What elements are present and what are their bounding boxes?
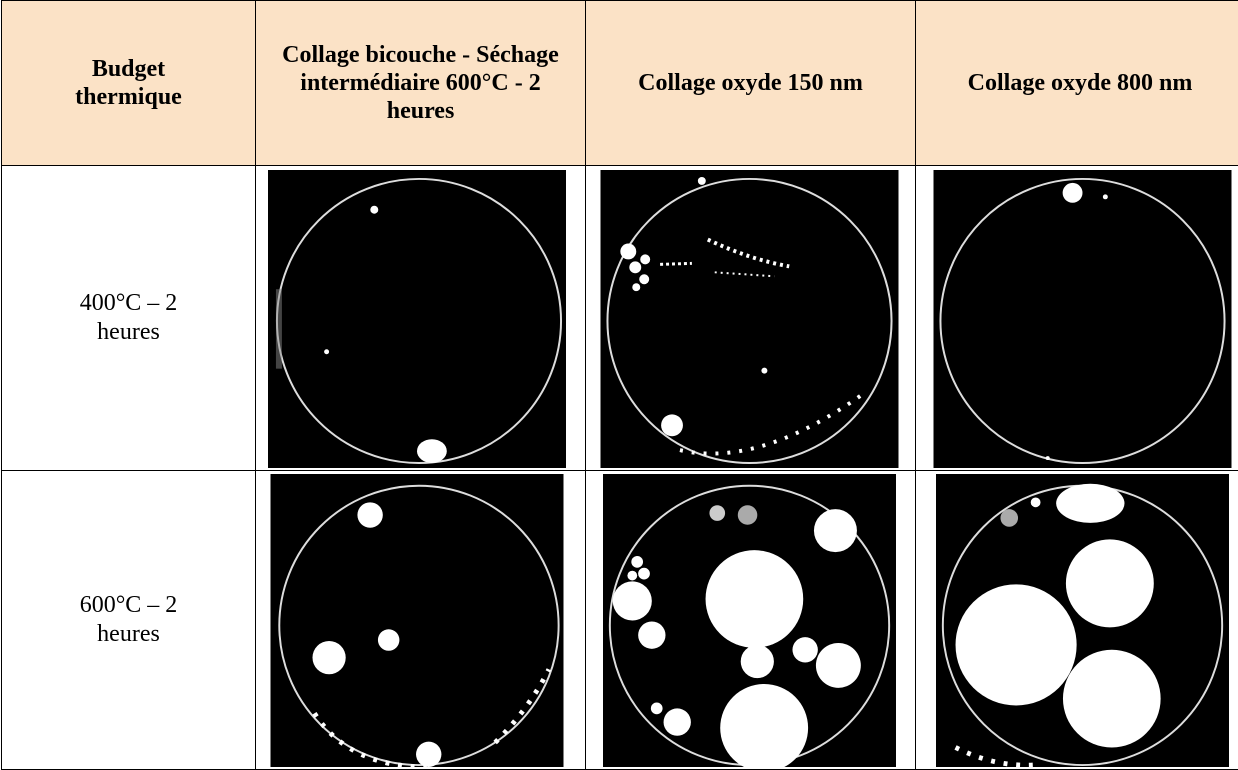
row-label-cell: 400°C – 2 heures bbox=[1, 165, 256, 471]
wafer-image bbox=[270, 474, 564, 767]
header-text: Collage oxyde 800 nm bbox=[967, 70, 1193, 96]
header-cell: Budget thermique bbox=[1, 0, 256, 166]
header-cell: Collage oxyde 150 nm bbox=[585, 0, 916, 166]
header-cell: Collage oxyde 800 nm bbox=[915, 0, 1238, 166]
header-cell: Collage bicouche - Séchage intermédiaire… bbox=[255, 0, 586, 166]
wafer-image bbox=[603, 474, 896, 767]
wafer-image bbox=[600, 170, 899, 468]
wafer-image bbox=[933, 170, 1232, 468]
wafer-image bbox=[268, 170, 566, 468]
row-label-cell: 600°C – 2 heures bbox=[1, 470, 256, 770]
header-text: Budget thermique bbox=[75, 56, 182, 110]
row-label: 600°C – 2 heures bbox=[79, 592, 178, 647]
header-text: Collage oxyde 150 nm bbox=[638, 70, 863, 96]
wafer-image bbox=[936, 474, 1229, 767]
row-label: 400°C – 2 heures bbox=[79, 290, 178, 345]
header-text: Collage bicouche - Séchage intermédiaire… bbox=[282, 42, 559, 124]
